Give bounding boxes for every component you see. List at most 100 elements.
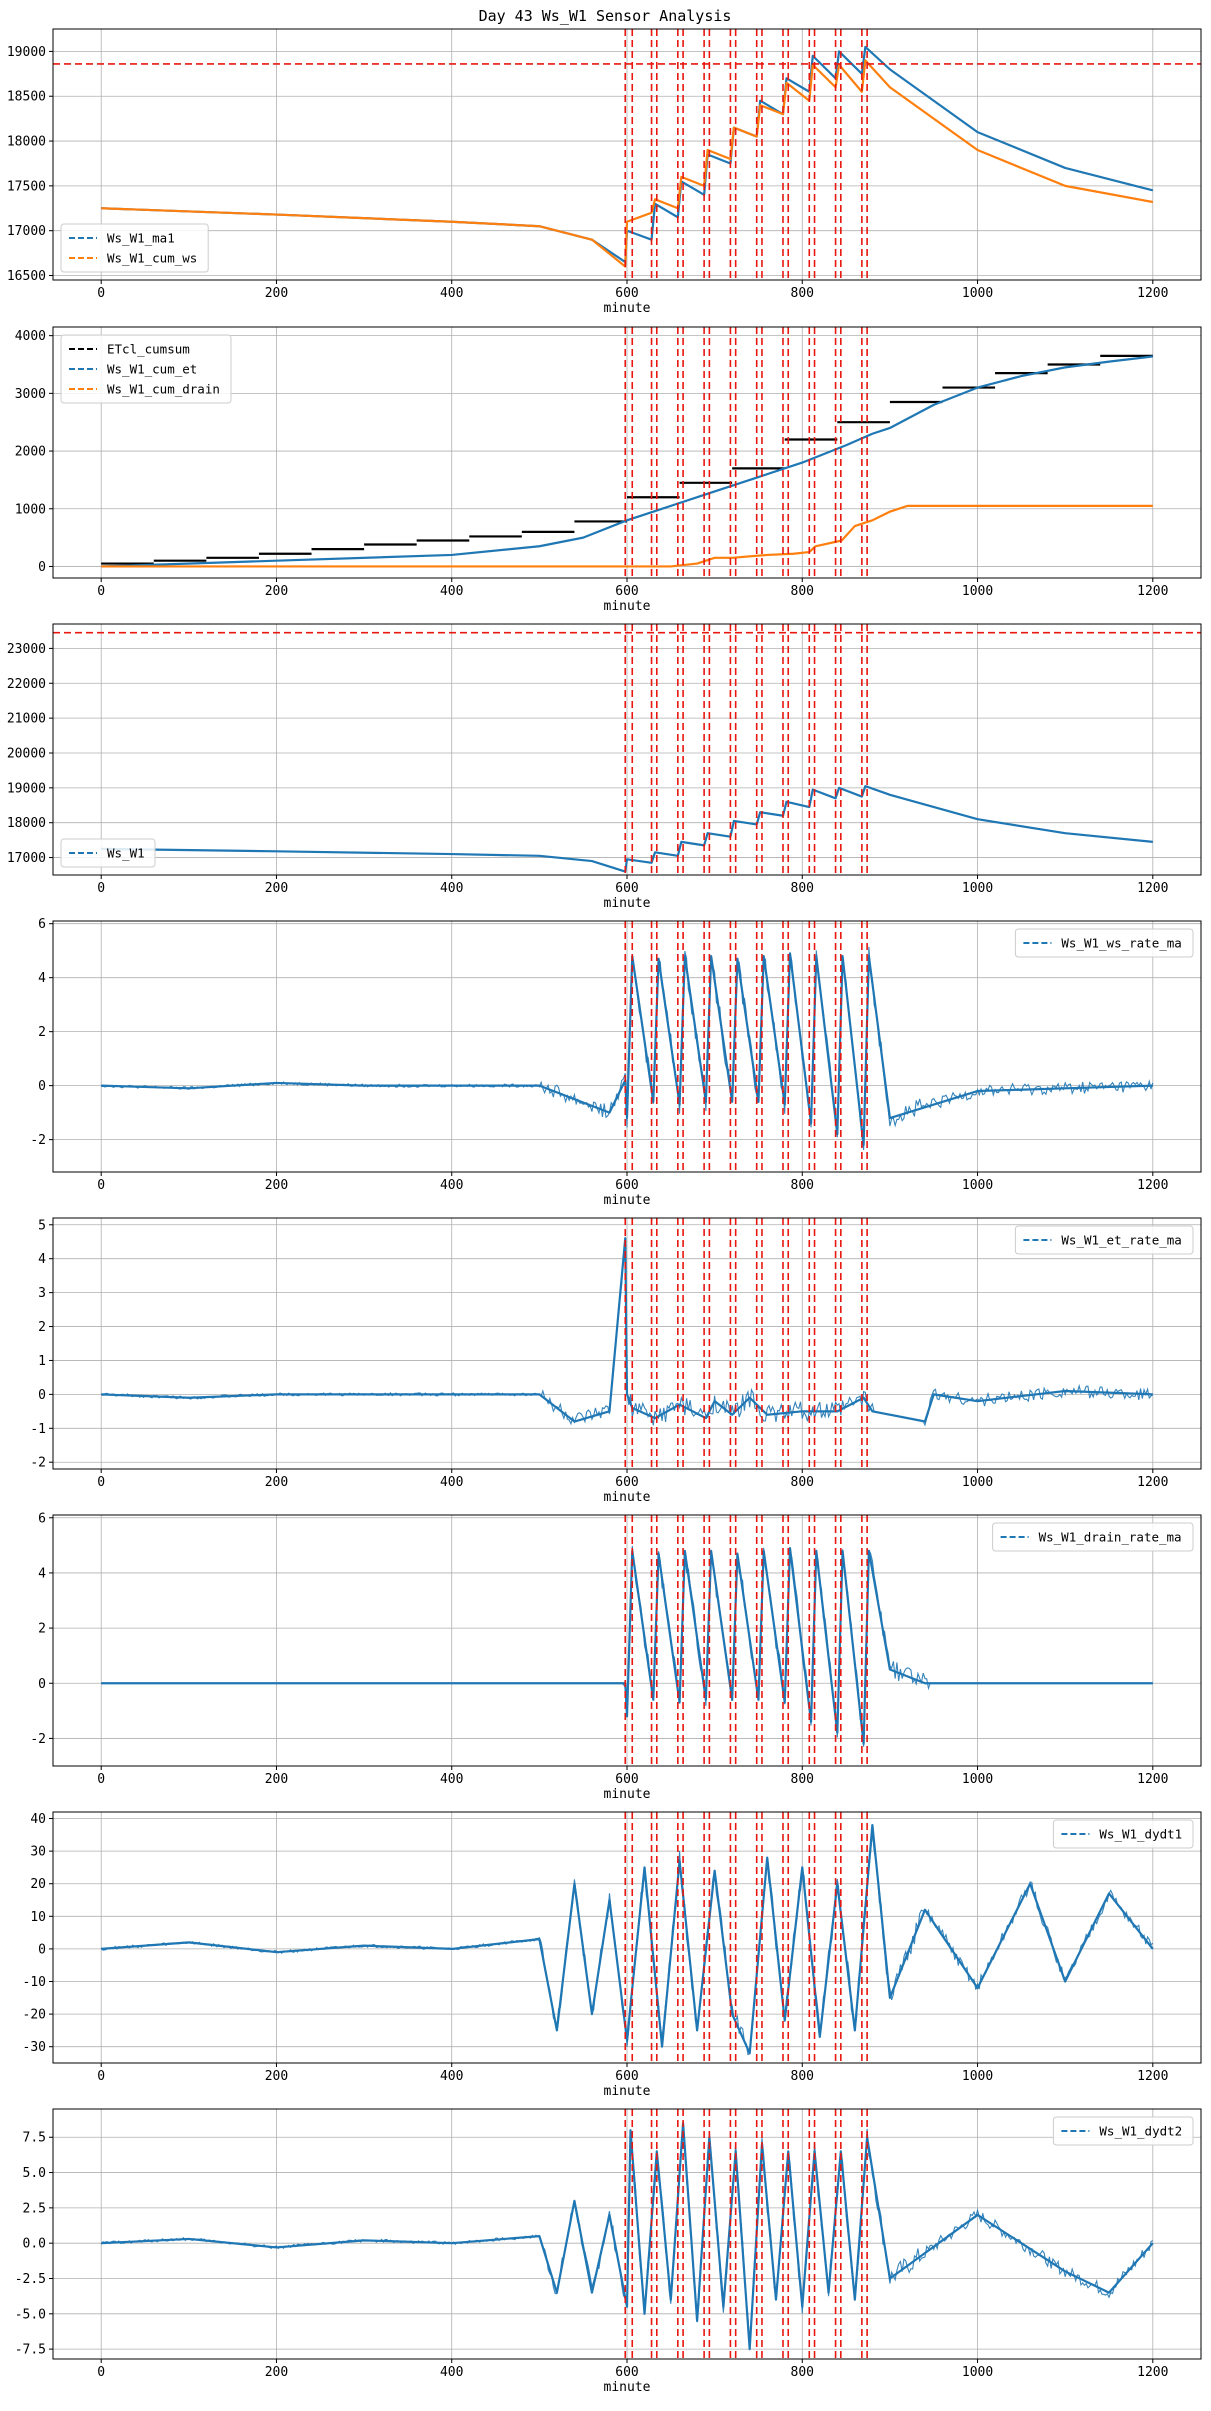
series-noise-Ws_W1_dydt1 [100,1832,1154,2056]
y-tick-label: 40 [30,1812,46,1827]
y-tick-label: 4 [38,971,46,986]
legend-label: Ws_W1 [107,846,145,861]
y-tick-label: 19000 [7,45,46,60]
x-tick-label: 1200 [1137,1475,1168,1490]
x-tick-label: 600 [615,2069,638,2084]
x-tick-label: 600 [615,286,638,301]
x-tick-label: 400 [440,584,463,599]
axes-frame [52,28,1202,281]
y-tick-label: 17000 [7,851,46,866]
legend-box [1014,928,1194,958]
y-tick-label: 17000 [7,224,46,239]
y-tick-label: -2.5 [15,2272,46,2287]
x-axis-label: minute [604,599,651,614]
x-tick-label: 800 [791,286,814,301]
legend: Ws_W1_drain_rate_ma [992,1522,1194,1552]
y-tick-label: 17500 [7,179,46,194]
x-tick-label: 600 [615,1772,638,1787]
x-axis-label: minute [604,1490,651,1505]
series-line-Ws_W1 [101,785,1153,873]
x-tick-label: 1200 [1137,2069,1168,2084]
y-tick-label: 3 [38,1286,46,1301]
x-tick-label: 1000 [962,2365,993,2380]
x-tick-label: 1000 [962,584,993,599]
x-tick-label: 0 [97,2069,105,2084]
x-tick-label: 400 [440,2069,463,2084]
x-tick-label: 600 [615,1178,638,1193]
x-tick-label: 600 [615,584,638,599]
legend-label: Ws_W1_dydt2 [1099,2124,1182,2139]
x-tick-label: 200 [265,2069,288,2084]
legend: Ws_W1_dydt1 [1052,1819,1194,1849]
chart-7: 0 200 400 600 800 1000 1200 -30 -20 -10 0 10 20 30 40 m… [23,1811,1202,2099]
x-tick-label: 400 [440,2365,463,2380]
y-tick-label: 1 [38,1354,46,1369]
x-tick-label: 400 [440,286,463,301]
x-tick-label: 1200 [1137,1772,1168,1787]
y-tick-label: 0 [38,1942,46,1957]
x-tick-label: 400 [440,1475,463,1490]
axes-frame [52,1217,1202,1470]
series-line-ETcl_cumsum [101,354,1153,565]
x-tick-label: 800 [791,1772,814,1787]
y-tick-label: 0 [38,1388,46,1403]
legend-box [1014,1225,1194,1255]
y-tick-label: 4 [38,1566,46,1581]
y-tick-label: 3000 [15,387,46,402]
x-axis-label: minute [604,2084,651,2099]
legend: Ws_W1_ma1 Ws_W1_cum_ws [60,223,209,273]
y-tick-label: 21000 [7,712,46,727]
y-tick-label: -2 [30,1456,46,1471]
series-noise-Ws_W1_ws_rate_ma [101,946,1154,1151]
y-tick-label: 5 [38,1218,46,1233]
y-tick-label: -10 [23,1975,46,1990]
legend: Ws_W1 [60,838,156,868]
y-tick-label: 0 [38,1079,46,1094]
x-tick-label: 1000 [962,2069,993,2084]
x-tick-label: 600 [615,881,638,896]
y-tick-label: 1000 [15,502,46,517]
x-tick-label: 1200 [1137,2365,1168,2380]
y-tick-label: 23000 [7,642,46,657]
x-tick-label: 800 [791,584,814,599]
legend-label: Ws_W1_drain_rate_ma [1039,1530,1182,1545]
x-tick-label: 200 [265,1475,288,1490]
chart-5: 0 200 400 600 800 1000 1200 -2 -1 0 1 2 3 4 5 minute Ws_… [30,1217,1202,1505]
y-tick-label: 2000 [15,445,46,460]
x-tick-label: 800 [791,2069,814,2084]
x-axis-label: minute [604,896,651,911]
legend-label: Ws_W1_et_rate_ma [1061,1233,1181,1248]
chart-6: 0 200 400 600 800 1000 1200 -2 0 2 4 6 minute Ws_W1_d… [30,1511,1202,1802]
x-tick-label: 200 [265,1772,288,1787]
legend-label: Ws_W1_ws_rate_ma [1061,936,1181,951]
series-noise-Ws_W1_drain_rate_ma [101,1545,1153,1747]
legend: Ws_W1_et_rate_ma [1014,1225,1194,1255]
x-axis-label: minute [604,2380,651,2395]
x-axis-label: minute [604,1787,651,1802]
x-tick-label: 0 [97,1475,105,1490]
y-tick-label: 2.5 [23,2201,46,2216]
x-tick-label: 800 [791,2365,814,2380]
axes-frame [52,623,1202,876]
series-noise-Ws_W1_et_rate_ma [100,1236,1154,1427]
y-tick-label: 22000 [7,677,46,692]
x-tick-label: 200 [265,2365,288,2380]
x-tick-label: 1000 [962,1772,993,1787]
y-tick-label: 4 [38,1252,46,1267]
y-tick-label: 5.0 [23,2166,46,2181]
y-tick-label: 2 [38,1025,46,1040]
x-tick-label: 600 [615,2365,638,2380]
y-tick-label: 4000 [15,329,46,344]
series-line-Ws_W1_cum_ws [101,59,1153,268]
y-tick-label: 6 [38,917,46,932]
series-line-Ws_W1_cum_et [101,355,1153,568]
x-tick-label: 1000 [962,286,993,301]
chart-1: 0 200 400 600 800 1000 1200 16500 17000 17500 1800… [7,28,1202,316]
legend-label: Ws_W1_cum_et [107,362,197,377]
y-tick-label: 30 [30,1845,46,1860]
legend-box [60,838,156,868]
legend-label: ETcl_cumsum [107,342,190,357]
x-tick-label: 200 [265,584,288,599]
y-tick-label: -20 [23,2008,46,2023]
y-tick-label: 2 [38,1622,46,1637]
